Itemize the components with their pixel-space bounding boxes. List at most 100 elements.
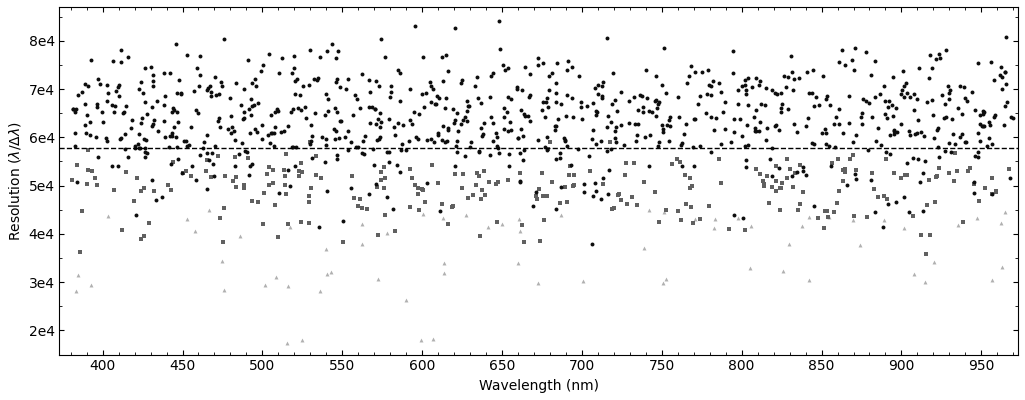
Point bbox=[547, 127, 564, 133]
Point bbox=[771, 165, 787, 171]
Point bbox=[627, 120, 644, 127]
Point bbox=[805, 90, 821, 96]
Point bbox=[291, 172, 308, 179]
Point bbox=[937, 101, 953, 107]
Point bbox=[734, 133, 750, 140]
Point bbox=[162, 132, 178, 139]
Point bbox=[381, 116, 398, 123]
Point bbox=[301, 82, 318, 88]
Point bbox=[837, 168, 854, 175]
Point bbox=[424, 162, 441, 168]
Point bbox=[436, 78, 452, 84]
Point bbox=[747, 125, 764, 131]
Point bbox=[846, 139, 862, 146]
Point bbox=[472, 232, 488, 239]
Point bbox=[784, 183, 801, 190]
Point bbox=[767, 90, 783, 96]
Point bbox=[250, 100, 266, 106]
Point bbox=[791, 75, 808, 81]
Point bbox=[391, 67, 407, 74]
Point bbox=[65, 106, 81, 112]
Point bbox=[440, 221, 456, 227]
Point bbox=[277, 182, 293, 188]
Point bbox=[613, 122, 629, 128]
Point bbox=[525, 203, 541, 209]
Point bbox=[698, 110, 714, 116]
Point bbox=[587, 112, 604, 118]
Point bbox=[669, 155, 686, 162]
Point bbox=[163, 133, 179, 139]
Point bbox=[997, 34, 1014, 40]
Point bbox=[574, 116, 590, 122]
Point bbox=[921, 52, 938, 58]
Point bbox=[447, 171, 463, 177]
Point bbox=[370, 116, 386, 122]
Point bbox=[326, 126, 342, 132]
Point bbox=[318, 246, 334, 252]
Point bbox=[988, 188, 1004, 194]
Point bbox=[361, 190, 377, 197]
Point bbox=[472, 148, 488, 154]
Point bbox=[179, 143, 196, 150]
Point bbox=[878, 196, 895, 202]
Point bbox=[164, 130, 180, 136]
Point bbox=[711, 80, 728, 86]
Point bbox=[447, 117, 463, 124]
Point bbox=[459, 107, 476, 114]
Point bbox=[199, 150, 215, 156]
Point bbox=[287, 90, 303, 97]
Point bbox=[951, 83, 968, 89]
Point bbox=[896, 94, 912, 100]
Point bbox=[650, 101, 666, 107]
Point bbox=[110, 163, 126, 170]
Point bbox=[926, 259, 942, 265]
Point bbox=[552, 101, 569, 107]
Point bbox=[176, 138, 193, 144]
Point bbox=[228, 80, 244, 86]
Point bbox=[188, 228, 204, 234]
Point bbox=[69, 162, 85, 168]
Point bbox=[981, 119, 997, 125]
Point bbox=[678, 201, 694, 208]
Point bbox=[907, 130, 924, 137]
Point bbox=[388, 162, 405, 168]
Point bbox=[401, 138, 417, 144]
Point bbox=[354, 205, 370, 211]
Point bbox=[818, 96, 834, 102]
Point bbox=[738, 163, 754, 170]
Point bbox=[106, 187, 122, 194]
Point bbox=[441, 127, 457, 133]
Point bbox=[440, 68, 456, 74]
Point bbox=[654, 121, 670, 128]
Point bbox=[879, 114, 896, 121]
Point bbox=[755, 183, 772, 190]
Point bbox=[528, 189, 544, 196]
Point bbox=[972, 121, 988, 128]
Point bbox=[333, 117, 350, 124]
Point bbox=[654, 129, 670, 136]
Point bbox=[808, 94, 824, 100]
Point bbox=[256, 282, 273, 289]
Point bbox=[941, 96, 957, 102]
Point bbox=[124, 117, 140, 124]
Point bbox=[810, 215, 826, 222]
Point bbox=[285, 106, 301, 113]
Point bbox=[540, 104, 557, 110]
Point bbox=[915, 133, 932, 140]
Point bbox=[564, 64, 580, 70]
Point bbox=[929, 127, 945, 134]
Point bbox=[758, 84, 775, 91]
Point bbox=[775, 268, 791, 274]
Point bbox=[843, 156, 859, 162]
Point bbox=[938, 47, 954, 54]
Point bbox=[64, 177, 80, 183]
Point bbox=[419, 180, 436, 186]
Point bbox=[459, 118, 476, 124]
Point bbox=[1001, 174, 1018, 181]
Point bbox=[852, 242, 868, 248]
Point bbox=[228, 174, 244, 180]
Point bbox=[156, 118, 172, 124]
Point bbox=[617, 172, 633, 178]
Point bbox=[964, 89, 980, 95]
Point bbox=[959, 168, 976, 174]
